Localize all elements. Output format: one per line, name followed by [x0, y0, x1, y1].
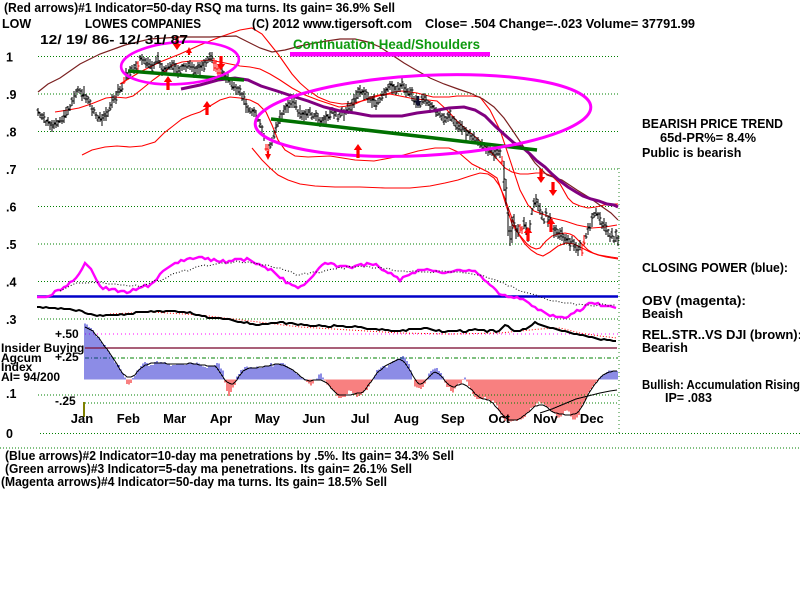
- svg-text:Close= .504 Change=-.023 Vol: Close= .504 Change=-.023 Volume= 37791.9…: [425, 17, 695, 31]
- svg-text:Index: Index: [1, 360, 33, 374]
- svg-text:.4: .4: [6, 276, 16, 290]
- svg-text:(Green arrows)#3 Indicator=5-d: (Green arrows)#3 Indicator=5-day ma pene…: [5, 462, 412, 476]
- svg-text:.7: .7: [6, 163, 16, 177]
- svg-text:Apr: Apr: [210, 411, 232, 426]
- svg-text:Jun: Jun: [302, 411, 325, 426]
- svg-text:IP= .083: IP= .083: [665, 391, 712, 405]
- svg-text:.5: .5: [6, 238, 16, 252]
- svg-text:AI= 94/200: AI= 94/200: [1, 370, 60, 384]
- svg-text:BEARISH PRICE TREND: BEARISH PRICE TREND: [642, 117, 783, 131]
- svg-text:May: May: [255, 411, 281, 426]
- svg-text:1: 1: [6, 51, 13, 65]
- svg-text:Bullish: Accumulation Rising: Bullish: Accumulation Rising: [642, 378, 800, 392]
- svg-text:.8: .8: [6, 126, 16, 140]
- svg-text:Bearish: Bearish: [642, 341, 688, 355]
- svg-text:Feb: Feb: [117, 411, 140, 426]
- svg-text:Nov: Nov: [533, 411, 558, 426]
- svg-text:.9: .9: [6, 88, 16, 102]
- svg-text:Jul: Jul: [351, 411, 370, 426]
- svg-text:LOWES COMPANIES: LOWES COMPANIES: [85, 17, 201, 31]
- svg-text:12/ 19/ 86- 12/ 31/ 87: 12/ 19/ 86- 12/ 31/ 87: [40, 33, 188, 47]
- svg-text:Public is bearish: Public is bearish: [642, 146, 741, 160]
- svg-text:(C) 2012 www.tigersoft.com: (C) 2012 www.tigersoft.com: [252, 17, 412, 31]
- svg-text:Mar: Mar: [163, 411, 186, 426]
- svg-text:65d-PR%= 8.4%: 65d-PR%= 8.4%: [660, 131, 756, 145]
- svg-text:Sep: Sep: [441, 411, 465, 426]
- svg-text:Continuation Head/Shoulders: Continuation Head/Shoulders: [293, 36, 480, 52]
- svg-text:.6: .6: [6, 201, 16, 215]
- svg-text:+.50: +.50: [55, 327, 79, 341]
- svg-text:(Red arrows)#1 Indicator=50-da: (Red arrows)#1 Indicator=50-day RSQ ma t…: [4, 1, 395, 15]
- svg-text:0: 0: [6, 427, 13, 441]
- svg-text:Insider Buying: Insider Buying: [1, 341, 84, 355]
- svg-text:.1: .1: [6, 387, 16, 401]
- svg-text:Oct: Oct: [488, 411, 510, 426]
- svg-text:Beaish: Beaish: [642, 307, 683, 321]
- svg-text:REL.STR..VS DJI (brown):: REL.STR..VS DJI (brown):: [642, 328, 800, 342]
- svg-text:Agcum: Agcum: [1, 351, 42, 365]
- svg-text:.3: .3: [6, 313, 16, 327]
- svg-text:Aug: Aug: [394, 411, 419, 426]
- svg-text:(Magenta arrows)#4 Indicator=5: (Magenta arrows)#4 Indicator=50-day ma t…: [1, 475, 387, 489]
- svg-text:LOW: LOW: [2, 17, 31, 31]
- svg-text:+.25: +.25: [55, 350, 79, 364]
- svg-text:OBV (magenta):: OBV (magenta):: [642, 294, 746, 308]
- svg-text:Dec: Dec: [580, 411, 604, 426]
- svg-text:CLOSING POWER (blue):: CLOSING POWER (blue):: [642, 261, 788, 275]
- svg-text:(Blue arrows)#2 Indicator=10-d: (Blue arrows)#2 Indicator=10-day ma pene…: [5, 449, 454, 463]
- svg-text:-.25: -.25: [55, 394, 76, 408]
- svg-text:Jan: Jan: [71, 411, 93, 426]
